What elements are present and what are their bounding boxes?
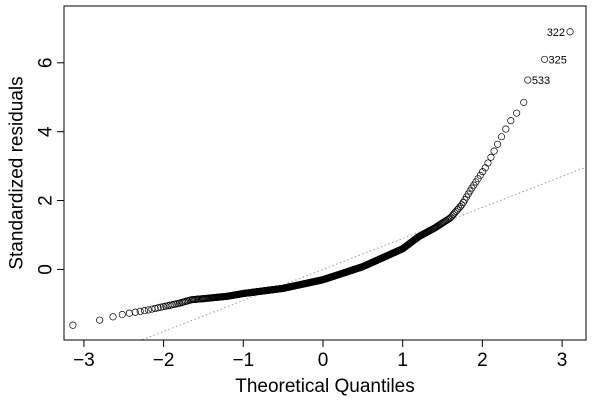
- data-point: [520, 98, 528, 106]
- data-point: [443, 216, 452, 224]
- y-axis-label: Standardized residuals: [7, 76, 28, 269]
- data-points-layer: [69, 28, 574, 329]
- y-tick-label: 2: [36, 195, 57, 206]
- data-point: [458, 201, 466, 209]
- data-point: [159, 303, 167, 311]
- x-tick-label: 2: [477, 350, 488, 371]
- x-tick-label: 0: [318, 350, 329, 371]
- x-tick-label: 1: [397, 350, 408, 371]
- y-axis: 0 2 4 6: [36, 58, 65, 275]
- outlier-point: [524, 76, 532, 84]
- data-point: [494, 140, 502, 148]
- data-point: [476, 171, 484, 179]
- data-point: [513, 109, 521, 117]
- x-tick-label: −3: [73, 350, 95, 371]
- data-point: [484, 159, 492, 167]
- y-tick-label: 6: [36, 58, 57, 69]
- data-point: [497, 133, 506, 141]
- y-tick-label: 0: [36, 264, 57, 275]
- x-axis-label: Theoretical Quantiles: [235, 376, 415, 397]
- data-point: [69, 321, 77, 329]
- data-point: [479, 168, 487, 176]
- data-point: [154, 304, 162, 312]
- outlier-point: [541, 55, 549, 63]
- data-point: [144, 306, 152, 314]
- y-tick-label: 4: [36, 126, 57, 137]
- data-point: [125, 309, 133, 317]
- x-tick-label: −1: [232, 350, 254, 371]
- data-point: [151, 304, 159, 312]
- data-point: [140, 307, 149, 315]
- data-point: [490, 147, 498, 155]
- data-point: [96, 316, 104, 324]
- data-point: [118, 310, 126, 319]
- outlier-point: [566, 28, 574, 36]
- outlier-label: 322: [547, 27, 565, 39]
- reference-line: [140, 166, 586, 340]
- x-tick-label: −2: [153, 350, 175, 371]
- data-point: [157, 303, 165, 311]
- data-point: [131, 308, 139, 316]
- data-point: [502, 125, 510, 133]
- outlier-label: 533: [532, 75, 550, 87]
- data-point: [136, 307, 144, 315]
- point-labels-layer: 322 325 533: [532, 27, 567, 87]
- outlier-label: 325: [549, 54, 567, 66]
- x-axis: −3 −2 −1 0 1 2 3: [73, 339, 568, 371]
- data-point: [446, 214, 454, 222]
- x-tick-label: 3: [557, 350, 568, 371]
- data-point: [487, 153, 495, 161]
- data-point: [109, 313, 117, 321]
- data-point: [507, 117, 515, 125]
- reference-line-layer: [140, 166, 586, 340]
